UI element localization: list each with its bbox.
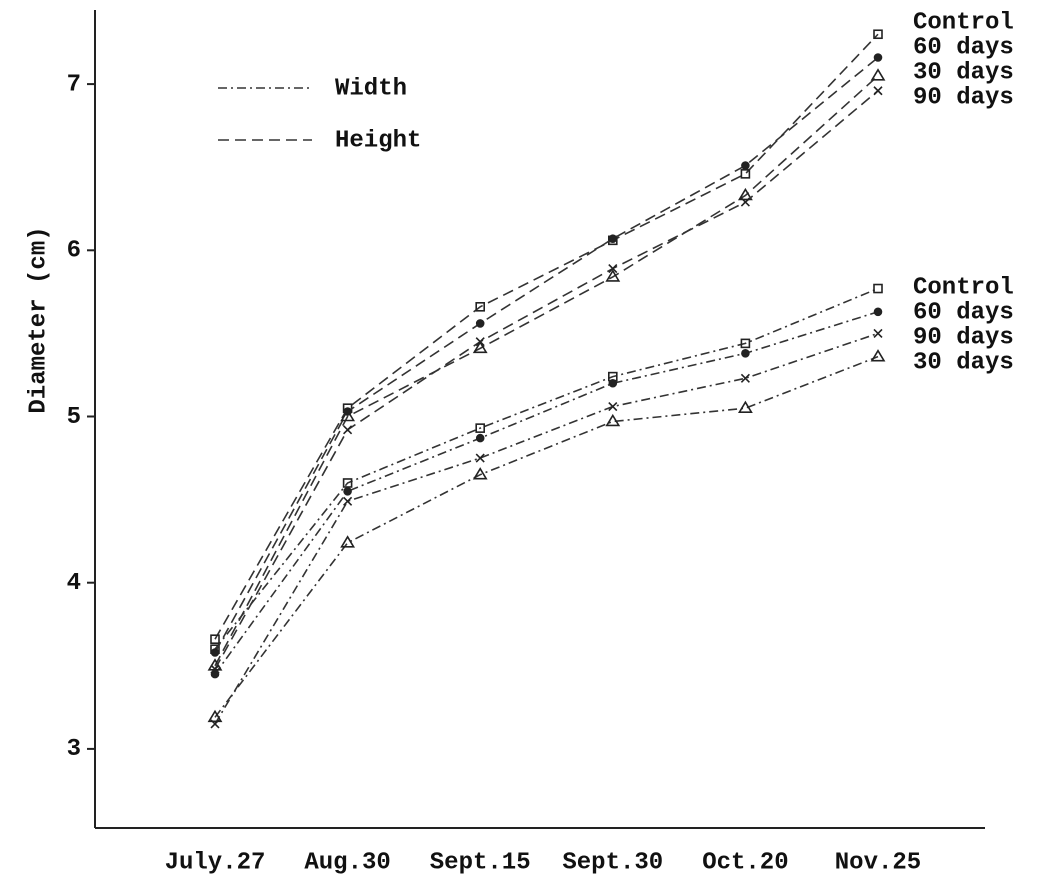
marker-x	[475, 337, 485, 347]
y-tick-label: 4	[67, 570, 81, 597]
marker-triangle	[340, 408, 356, 422]
marker-triangle	[737, 187, 753, 201]
y-tick-label: 5	[67, 404, 81, 431]
x-tick-label: July.27	[165, 849, 266, 876]
marker-triangle	[340, 535, 356, 548]
marker-x	[210, 664, 220, 674]
marker-triangle	[207, 709, 223, 723]
marker-dot	[475, 433, 485, 443]
marker-square	[475, 302, 486, 312]
marker-x	[740, 197, 750, 207]
series-line	[214, 355, 879, 718]
marker-square	[740, 169, 751, 179]
marker-square	[873, 29, 883, 40]
y-axis-label: Diameter (cm)	[25, 226, 52, 413]
marker-dot	[210, 669, 220, 679]
marker-triangle	[605, 269, 621, 282]
marker-dot	[608, 378, 618, 388]
marker-x	[475, 453, 485, 463]
series-label: 30 days	[913, 59, 1014, 86]
marker-dot	[210, 648, 220, 657]
marker-dot	[475, 319, 485, 328]
marker-square	[740, 338, 751, 349]
marker-dot	[873, 307, 883, 317]
series-label: 60 days	[913, 299, 1014, 326]
legend-label: Width	[335, 75, 407, 102]
series-line	[214, 332, 879, 725]
series-label: 90 days	[913, 324, 1014, 351]
series-line	[214, 33, 879, 640]
y-tick-label: 6	[67, 238, 81, 265]
x-tick-label: Nov.25	[835, 849, 921, 876]
marker-x	[608, 264, 618, 274]
marker-x	[608, 401, 618, 412]
marker-triangle	[737, 400, 753, 413]
series-label: 90 days	[913, 84, 1014, 111]
series-line	[214, 75, 879, 667]
marker-triangle	[605, 413, 621, 427]
x-tick-label: Sept.30	[562, 849, 663, 876]
marker-x	[873, 328, 883, 338]
series-line	[214, 311, 879, 675]
x-tick-label: Sept.15	[430, 849, 531, 876]
marker-dot	[741, 161, 750, 170]
marker-x	[343, 496, 353, 506]
series-line	[214, 90, 879, 670]
marker-square	[342, 478, 353, 488]
marker-x	[873, 86, 883, 96]
marker-x	[740, 373, 750, 383]
x-tick-label: Oct.20	[702, 849, 788, 876]
marker-square	[873, 283, 883, 294]
marker-dot	[608, 234, 618, 243]
marker-triangle	[472, 340, 488, 354]
series-line	[214, 56, 879, 653]
series-label: 30 days	[913, 349, 1014, 376]
legend-label: Height	[335, 127, 421, 154]
series-label: 60 days	[913, 34, 1014, 61]
series-line	[214, 287, 879, 650]
marker-triangle	[870, 68, 886, 81]
marker-dot	[741, 349, 750, 358]
y-tick-label: 3	[67, 736, 81, 763]
y-tick-label: 7	[67, 71, 81, 98]
marker-triangle	[472, 467, 488, 480]
series-label: Control	[913, 274, 1014, 301]
series-label: Control	[913, 9, 1014, 36]
marker-square	[210, 634, 220, 645]
marker-square	[475, 423, 486, 433]
marker-triangle	[870, 349, 886, 362]
marker-x	[343, 425, 353, 435]
x-tick-label: Aug.30	[304, 849, 390, 876]
marker-dot	[343, 486, 352, 496]
marker-dot	[873, 53, 883, 62]
